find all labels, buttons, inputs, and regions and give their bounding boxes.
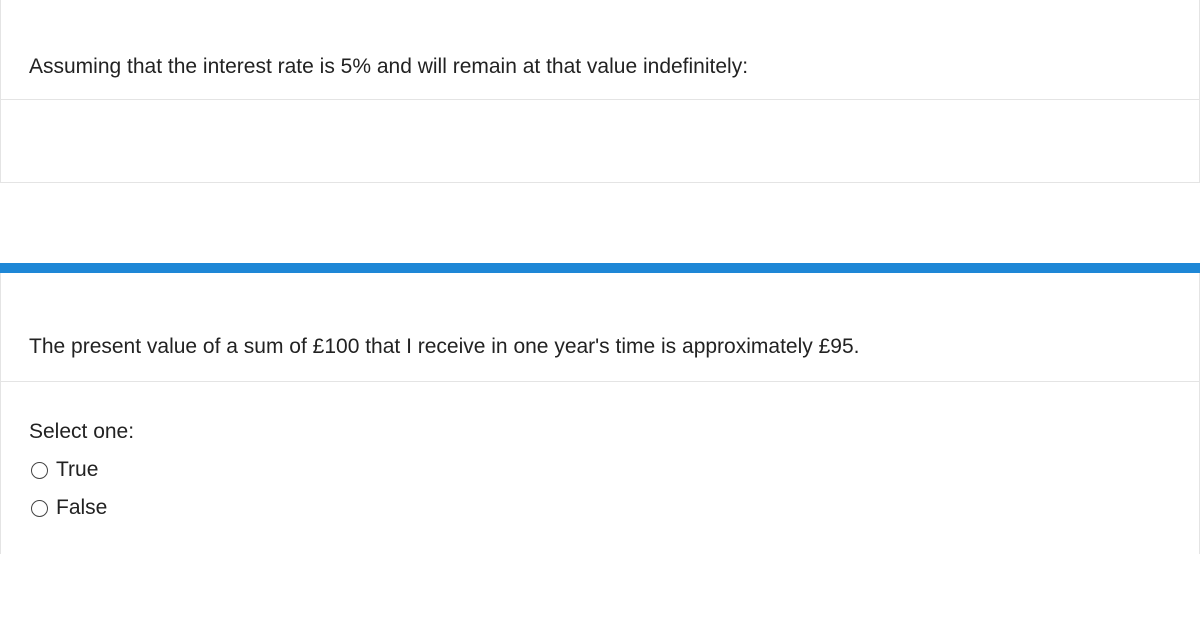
context-card: Assuming that the interest rate is 5% an… <box>0 0 1200 183</box>
context-text: Assuming that the interest rate is 5% an… <box>29 55 1171 79</box>
answer-block: Select one: True False <box>1 382 1199 554</box>
option-false: False <box>29 496 1171 520</box>
radio-false[interactable] <box>31 500 48 517</box>
label-true[interactable]: True <box>56 458 98 482</box>
answer-prompt: Select one: <box>29 420 1171 444</box>
radio-true[interactable] <box>31 462 48 479</box>
context-spacer <box>1 100 1199 182</box>
accent-bar <box>0 263 1200 273</box>
question-statement: The present value of a sum of £100 that … <box>29 335 1171 359</box>
option-true: True <box>29 458 1171 482</box>
context-text-block: Assuming that the interest rate is 5% an… <box>1 0 1199 100</box>
card-gap <box>0 183 1200 263</box>
label-false[interactable]: False <box>56 496 107 520</box>
question-statement-block: The present value of a sum of £100 that … <box>1 273 1199 382</box>
question-card: The present value of a sum of £100 that … <box>0 273 1200 554</box>
